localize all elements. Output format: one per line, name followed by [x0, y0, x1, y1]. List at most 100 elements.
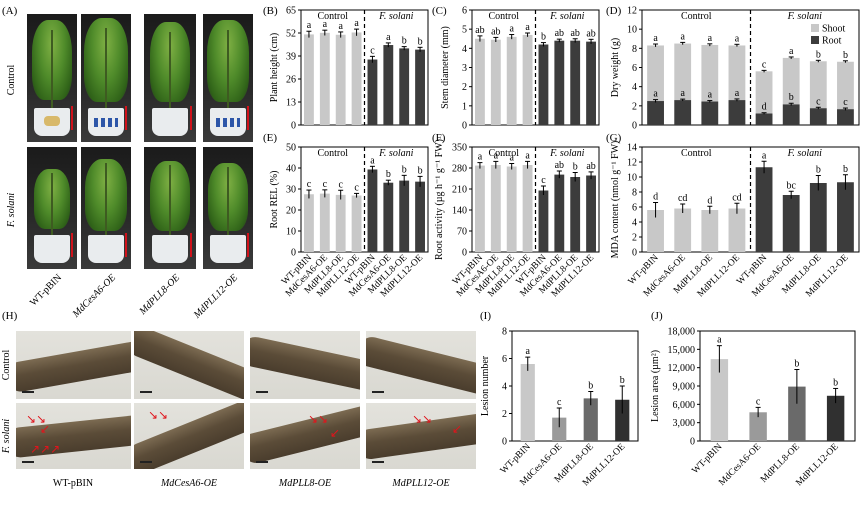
y-tick-label-b: 13 — [286, 98, 296, 109]
significance-letter: c — [756, 396, 761, 407]
photo-a-label-3: MdPLL12-OE — [191, 272, 240, 321]
legend-label-shoot: Shoot — [822, 24, 846, 35]
panel-letter-c: (C) — [432, 5, 447, 17]
bar — [475, 165, 485, 252]
bar — [367, 59, 378, 125]
photo-a-label-2: MdPLL8-OE — [137, 272, 182, 317]
y-axis-label-i: Lesion number — [480, 355, 491, 416]
significance-letter: ab — [555, 160, 564, 171]
significance-letter: a — [354, 18, 359, 29]
photo-h-label-1: MdCesA6-OE — [160, 478, 217, 489]
bar-root — [647, 101, 664, 125]
root-fsolani-pll12: ↘↘ ↙ — [366, 403, 476, 469]
photo-row-label-control: Control — [6, 65, 17, 96]
bar — [383, 182, 394, 252]
bar — [304, 34, 314, 125]
y-tick-label-d: 0 — [632, 121, 637, 132]
bar — [367, 169, 378, 252]
bar-root — [728, 100, 746, 125]
root-control-pll8 — [250, 331, 360, 399]
group-label-control-d: Control — [681, 11, 712, 22]
bar — [782, 195, 800, 252]
y-tick-label-j: 3,000 — [673, 418, 696, 429]
y-tick-label-j: 18,000 — [668, 327, 696, 338]
y-tick-label-g: 0 — [632, 248, 637, 259]
bar — [506, 166, 517, 252]
y-axis-label-c: Stem diameter (mm) — [440, 26, 451, 109]
y-tick-label-b: 52 — [286, 29, 296, 40]
significance-letter: b — [573, 162, 578, 173]
y-tick-label-b: 0 — [291, 121, 296, 132]
bar — [399, 48, 410, 126]
y-tick-label-f: 210 — [452, 185, 467, 196]
significance-letter: a — [525, 22, 530, 33]
chart-e: c c c cab b b — [298, 146, 429, 253]
significance-letter: a — [653, 33, 658, 44]
group-label-fsolani-f: F. solani — [549, 148, 584, 159]
bar — [586, 41, 596, 125]
y-tick-label-g: 14 — [627, 143, 637, 154]
y-tick-label-f: 0 — [462, 248, 467, 259]
significance-letter: b — [789, 92, 794, 103]
significance-letter: b — [418, 36, 423, 47]
significance-letter: ab — [586, 28, 595, 39]
group-label-control-g: Control — [681, 148, 712, 159]
y-tick-label-d: 12 — [627, 6, 637, 17]
y-tick-label-b: 26 — [286, 75, 296, 86]
y-axis-label-d: Dry weight (g) — [610, 38, 621, 97]
panel-letter-e: (E) — [263, 132, 277, 144]
y-tick-label-i: 2 — [502, 409, 507, 420]
significance-letter: b — [816, 165, 821, 176]
bar — [319, 32, 330, 126]
group-label-fsolani-g: F. solani — [787, 148, 822, 159]
chart-b: a a a aca b b — [298, 9, 429, 126]
significance-letter: a — [717, 335, 722, 346]
bar — [749, 412, 767, 441]
significance-letter: c — [843, 97, 848, 108]
significance-letter: ab — [586, 161, 595, 172]
bar — [335, 194, 346, 252]
group-label-fsolani-d: F. solani — [787, 11, 822, 22]
significance-letter: b — [402, 164, 407, 175]
bar — [570, 40, 581, 125]
bar — [728, 208, 746, 252]
y-tick-label-c: 2 — [462, 82, 467, 93]
significance-letter: c — [557, 397, 562, 408]
significance-letter: b — [833, 377, 838, 388]
significance-letter: c — [338, 179, 343, 190]
group-label-fsolani-c: F. solani — [549, 11, 584, 22]
bar — [583, 398, 598, 441]
photo-row-label-fsolani: F. solani — [6, 193, 17, 228]
panel-letter-h: (H) — [2, 310, 18, 322]
y-tick-label-c: 6 — [462, 6, 467, 17]
bar — [837, 182, 854, 252]
significance-letter: a — [680, 88, 685, 99]
panel-letter-j: (J) — [651, 310, 663, 322]
significance-letter: a — [307, 20, 312, 31]
significance-letter: b — [816, 49, 821, 60]
y-tick-label-d: 8 — [632, 44, 637, 55]
bar — [538, 44, 549, 125]
y-axis-label-e: Root REL (%) — [269, 171, 280, 229]
photo-control-pll12 — [203, 14, 253, 142]
group-label-control-b: Control — [317, 11, 348, 22]
bar — [319, 193, 330, 252]
bar — [351, 195, 362, 252]
y-tick-label-d: 6 — [632, 63, 637, 74]
bar — [506, 36, 517, 126]
y-tick-label-j: 0 — [690, 437, 695, 448]
bar — [383, 45, 394, 125]
bar-shoot — [837, 61, 854, 110]
bar-shoot — [701, 44, 719, 102]
bar — [570, 177, 581, 252]
y-tick-label-f: 140 — [452, 206, 467, 217]
photo-control-pll8 — [144, 14, 196, 142]
group-label-control-f: Control — [488, 148, 519, 159]
y-tick-label-g: 12 — [627, 158, 637, 169]
root-control-pll12 — [366, 331, 476, 399]
significance-letter: c — [323, 179, 328, 190]
significance-letter: a — [509, 153, 514, 164]
